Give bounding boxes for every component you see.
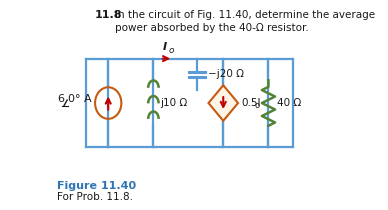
Text: o: o bbox=[168, 46, 174, 55]
Text: j10 Ω: j10 Ω bbox=[160, 98, 187, 108]
Text: −j20 Ω: −j20 Ω bbox=[208, 70, 244, 79]
Text: 0° A: 0° A bbox=[68, 94, 92, 104]
Text: 40 Ω: 40 Ω bbox=[277, 98, 301, 108]
Polygon shape bbox=[208, 85, 238, 121]
Text: 0.5I: 0.5I bbox=[241, 98, 261, 108]
Text: 6: 6 bbox=[57, 94, 64, 104]
Text: In the circuit of Fig. 11.40, determine the average
power absorbed by the 40-Ω r: In the circuit of Fig. 11.40, determine … bbox=[115, 10, 375, 33]
Text: o: o bbox=[255, 101, 260, 109]
Text: Figure 11.40: Figure 11.40 bbox=[57, 181, 137, 191]
Text: I: I bbox=[163, 42, 166, 52]
Text: For Prob. 11.8.: For Prob. 11.8. bbox=[57, 192, 133, 202]
Text: 11.8: 11.8 bbox=[95, 10, 123, 20]
